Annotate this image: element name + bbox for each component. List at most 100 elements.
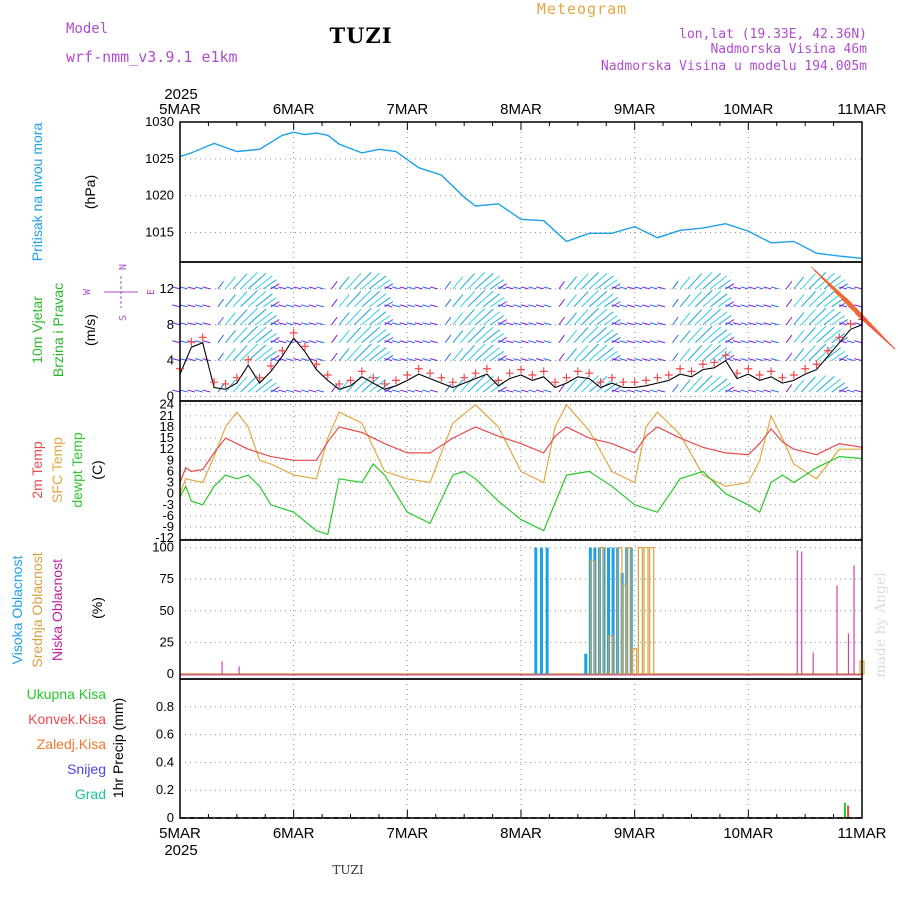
- wind-arrow: [316, 389, 325, 393]
- wind-arrow: [611, 354, 621, 362]
- wind-arrow: [270, 340, 279, 344]
- temp-2m-line: [179, 426, 863, 483]
- wind-arrow: [217, 298, 224, 308]
- wind-gust-mark: [448, 378, 457, 387]
- wind-arrow: [285, 286, 294, 290]
- wind-arrow: [528, 304, 537, 308]
- wind-arrow: [300, 286, 309, 290]
- wind-arrow: [801, 273, 816, 290]
- wind-arrow: [846, 389, 855, 393]
- wind-arrow: [634, 340, 643, 344]
- wind-arrow: [573, 376, 589, 393]
- wind-arrow: [460, 376, 475, 393]
- wind-arrow: [391, 389, 400, 393]
- wind-arrow: [748, 304, 757, 308]
- wind-gust-mark: [676, 364, 685, 373]
- wind-arrow: [588, 290, 608, 308]
- low-cloud-bar: [801, 551, 803, 674]
- wind-arrow: [816, 344, 835, 362]
- wind-arrow: [338, 379, 350, 393]
- temp2m-axis-label: 2m Temp: [29, 441, 45, 499]
- wind-arrow: [414, 304, 423, 308]
- wind-arrow: [710, 293, 728, 308]
- wind-gust-mark: [244, 355, 253, 364]
- wind-arrow: [839, 283, 848, 290]
- wind-arrow: [475, 272, 494, 290]
- wind-arrow: [505, 340, 514, 344]
- wind-arrow: [263, 382, 277, 393]
- y-tick-label: 1025: [145, 151, 174, 166]
- wind-gust-mark: [539, 367, 548, 376]
- total-rain-label: Ukupna Kisa: [27, 686, 107, 702]
- wind-arrow: [725, 386, 735, 393]
- y-tick-label: 15: [160, 430, 174, 445]
- model-name: wrf-nmm_v3.9.1 e1km: [66, 48, 238, 66]
- wind-arrow: [854, 389, 863, 393]
- temp-unit: (C): [89, 460, 105, 479]
- wind-arrow: [247, 290, 267, 308]
- wind-arrow: [763, 358, 772, 362]
- low-cloud-bar: [221, 661, 223, 674]
- wind-arrow: [369, 293, 387, 308]
- wind-arrow: [505, 304, 514, 308]
- wind-gust-mark: [732, 369, 741, 378]
- wind-arrow: [331, 352, 338, 361]
- x-tick-label-top: 9MAR: [614, 101, 656, 118]
- wind-arrow: [596, 329, 614, 344]
- wind-arrow: [634, 304, 643, 308]
- wind-arrow: [407, 340, 416, 344]
- wind-arrow: [611, 389, 620, 393]
- wind-arrow: [694, 307, 713, 326]
- wind-arrow: [361, 290, 381, 308]
- wind-arrow: [263, 297, 277, 308]
- wind-gust-mark: [801, 364, 810, 373]
- wind-arrow: [513, 322, 522, 326]
- wind-arrow: [399, 389, 408, 393]
- wind-arrow: [581, 375, 599, 393]
- meteogram-title: Meteogram: [537, 0, 627, 18]
- wind-arrow: [179, 286, 188, 290]
- wind-arrow: [808, 375, 827, 393]
- wind-arrow: [172, 340, 181, 344]
- wind-arrow: [520, 304, 529, 308]
- wind-arrow: [316, 358, 325, 362]
- wind-arrow: [785, 298, 793, 308]
- wind-arrow: [854, 312, 896, 350]
- wind-arrow: [619, 358, 628, 362]
- high-cloud-bar: [607, 547, 611, 674]
- wind-arrow: [346, 273, 362, 290]
- wind-arrow: [619, 340, 628, 344]
- wind-arrow: [407, 286, 416, 290]
- wind-arrow: [763, 304, 772, 308]
- wind-arrow: [732, 304, 741, 308]
- wind-arrow: [808, 325, 827, 344]
- wind-arrow: [278, 322, 287, 326]
- model-label: Model: [66, 21, 108, 37]
- wind-gust-mark: [369, 373, 378, 382]
- wind-arrow: [308, 389, 317, 393]
- wind-arrow: [801, 291, 816, 308]
- wind-arrow: [331, 384, 338, 393]
- wind-arrow: [353, 343, 372, 362]
- wind-arrow: [505, 358, 514, 362]
- wind-arrow: [308, 340, 317, 344]
- x-tick-label-top: 8MAR: [500, 101, 542, 118]
- mid-cloud-bar: [599, 546, 605, 675]
- wind-arrow: [338, 330, 350, 344]
- wind-arrow: [498, 319, 507, 326]
- wind-arrow: [823, 275, 841, 290]
- wind-arrow: [604, 315, 618, 326]
- wind-arrow: [528, 340, 537, 344]
- wind-arrow: [702, 272, 722, 290]
- wind-arrow: [399, 340, 408, 344]
- wind-arrow: [346, 309, 362, 326]
- wind-arrow: [308, 322, 317, 326]
- wind-arrow: [498, 283, 507, 290]
- wind-arrow: [611, 319, 621, 326]
- wind-arrow: [710, 329, 728, 344]
- text-layer: Model wrf-nmm_v3.9.1 e1km TUZI Meteogram…: [9, 0, 889, 877]
- wind-arrow: [816, 326, 835, 344]
- wind-arrow: [391, 304, 400, 308]
- wind-arrow: [187, 322, 196, 326]
- wind-arrow: [414, 340, 423, 344]
